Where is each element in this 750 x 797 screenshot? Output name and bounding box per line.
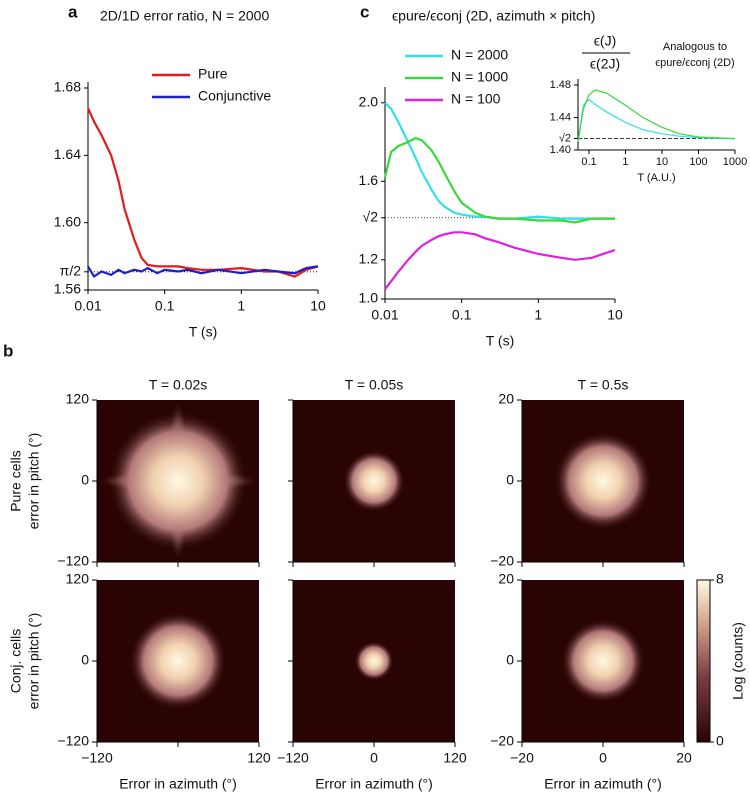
y-tick-label: √2 (363, 208, 379, 224)
colorbar-tick-label: 0 (716, 733, 724, 749)
heatmap-density (343, 450, 405, 512)
series-line (384, 102, 615, 220)
y-tick-label: −20 (490, 733, 514, 749)
x-tick-label: 100 (689, 156, 707, 168)
x-tick-label: −20 (510, 750, 534, 766)
x-tick-label: 0.01 (74, 298, 101, 314)
x-axis-label: T (s) (486, 333, 515, 349)
colorbar-tick-label: 8 (716, 571, 724, 587)
x-tick-label: 120 (247, 750, 271, 766)
x-tick-label: 1 (534, 307, 542, 323)
y-tick-label: 1.2 (359, 250, 379, 266)
column-title: T = 0.02s (149, 377, 208, 393)
ratio-denominator: ϵ(2J) (590, 56, 620, 72)
y-tick-label: 0 (81, 652, 89, 668)
row-label: error in pitch (°) (26, 433, 42, 530)
x-tick-label: 10 (656, 156, 668, 168)
colorbar-label: Log (counts) (730, 622, 746, 700)
x-axis-label: Error in azimuth (°) (315, 776, 433, 792)
y-tick-label: 120 (66, 571, 90, 587)
y-tick-label: 0 (506, 652, 514, 668)
y-tick-label: 0 (81, 472, 89, 488)
ratio-numerator: ϵ(J) (594, 33, 617, 49)
y-tick-label: 120 (66, 391, 90, 407)
x-tick-label: 0.1 (155, 298, 175, 314)
column-title: T = 0.05s (345, 377, 404, 393)
heatmap-density (554, 432, 652, 530)
x-axis-label: T (A.U.) (637, 172, 675, 184)
series-line (86, 107, 319, 278)
x-tick-label: 0 (370, 750, 378, 766)
panel-label: c (360, 2, 369, 21)
y-tick-label: 1.60 (54, 213, 81, 229)
panel-label: a (68, 2, 78, 21)
y-tick-label: 20 (498, 391, 514, 407)
heatmap-density (561, 619, 645, 703)
colorbar (696, 579, 711, 743)
chart-title: ϵpure/ϵconj (2D, azimuth × pitch) (392, 8, 595, 24)
y-tick-label: 20 (498, 571, 514, 587)
x-axis-label: T (s) (189, 324, 218, 340)
y-tick-label: 2.0 (359, 94, 379, 110)
y-tick-label: π/2 (60, 263, 82, 279)
y-tick-label: 0 (506, 472, 514, 488)
heatmap-density (129, 612, 227, 710)
x-tick-label: 0.01 (371, 307, 398, 323)
x-tick-label: 10 (310, 298, 326, 314)
y-tick-label: 1.68 (54, 79, 81, 95)
x-tick-label: 1000 (723, 156, 747, 168)
x-tick-label: 1 (622, 156, 628, 168)
series-line (384, 231, 616, 290)
x-tick-label: 0.1 (452, 307, 472, 323)
legend-label: N = 1000 (451, 69, 508, 85)
y-tick-label: √2 (559, 132, 571, 144)
x-tick-label: 1 (237, 298, 245, 314)
x-tick-label: −120 (277, 750, 309, 766)
note: Analogous to (663, 41, 727, 53)
x-tick-label: 120 (443, 750, 467, 766)
column-title: T = 0.5s (578, 377, 629, 393)
x-tick-label: 0 (599, 750, 607, 766)
y-tick-label: −20 (490, 553, 514, 569)
note: ϵpure/ϵconj (2D) (655, 57, 734, 69)
legend-label: N = 100 (451, 91, 501, 107)
x-tick-label: 10 (607, 307, 623, 323)
legend-label: Conjunctive (198, 88, 271, 104)
series-line (577, 89, 736, 142)
x-axis-label: Error in azimuth (°) (119, 776, 237, 792)
series-line (87, 265, 319, 279)
row-label: Pure cells (8, 450, 24, 511)
y-tick-label: 1.6 (359, 172, 379, 188)
panel-label: b (3, 341, 13, 360)
y-tick-label: 1.0 (359, 290, 379, 306)
x-axis-label: Error in azimuth (°) (544, 776, 662, 792)
x-tick-label: −120 (81, 750, 113, 766)
legend-label: N = 2000 (451, 47, 508, 63)
x-tick-label: 0.1 (581, 156, 596, 168)
row-label: Conj. cells (8, 629, 24, 694)
y-tick-label: 1.64 (54, 146, 81, 162)
series-line (383, 136, 615, 224)
heatmap-density (108, 411, 248, 551)
legend-label: Pure (198, 66, 228, 82)
y-tick-label: 1.40 (550, 144, 571, 156)
series-line (577, 98, 736, 142)
y-tick-label: −120 (57, 553, 89, 569)
line-chart: 1.40√2 1.44 1.48 0.1 1 10 100 1000 T (A.U.) (550, 79, 748, 184)
y-tick-label: 1.48 (550, 79, 571, 91)
row-label: error in pitch (°) (26, 613, 42, 710)
line-chart: 1.56 π/2 1.60 1.64 1.68 0.01 0.1 1 10 Pure Conjunc… (54, 2, 326, 339)
y-tick-label: 1.44 (550, 111, 571, 123)
chart-title: 2D/1D error ratio, N = 2000 (100, 8, 269, 24)
y-tick-label: 1.56 (54, 281, 81, 297)
y-tick-label: −120 (57, 733, 89, 749)
x-tick-label: 20 (676, 750, 692, 766)
heatmap-density (354, 641, 394, 681)
